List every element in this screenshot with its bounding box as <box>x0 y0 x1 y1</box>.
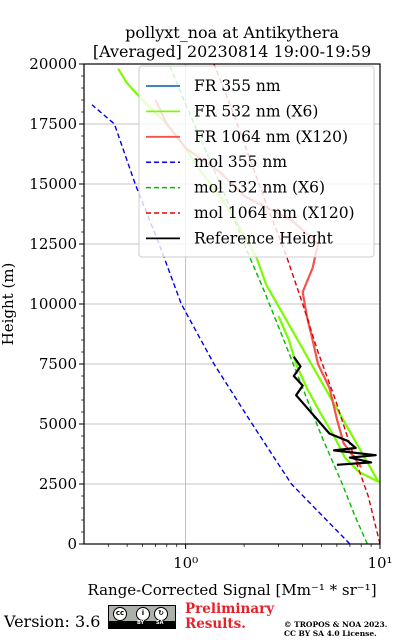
copyright-line2: CC BY SA 4.0 License. <box>284 629 377 638</box>
y-tick-label: 12500 <box>29 235 77 253</box>
x-tick-label: 10¹ <box>367 554 392 572</box>
y-tick-label: 2500 <box>39 475 77 493</box>
version-label: Version: 3.6 <box>4 612 101 631</box>
legend-entry: mol 532 nm (X6) <box>194 179 325 197</box>
y-tick-label: 7500 <box>39 355 77 373</box>
y-tick-label: 17500 <box>29 115 77 133</box>
copyright-line1: © TROPOS & NOA 2023. <box>284 620 388 629</box>
y-tick-label: 10000 <box>29 295 77 313</box>
copyright-notice: © TROPOS & NOA 2023. CC BY SA 4.0 Licens… <box>284 620 387 638</box>
y-tick-label: 5000 <box>39 415 77 433</box>
y-tick-label: 15000 <box>29 175 77 193</box>
legend-entry: Reference Height <box>194 229 334 247</box>
legend-entry: FR 1064 nm (X120) <box>194 128 348 146</box>
legend-box <box>138 65 375 258</box>
legend-entry: FR 355 nm <box>194 77 281 95</box>
legend: FR 355 nm FR 532 nm (X6) FR 1064 nm (X120)… <box>138 65 375 258</box>
preliminary-notice: Preliminary Results. <box>185 602 274 632</box>
chart-title-line2: [Averaged] 20230814 19:00-19:59 <box>93 42 371 61</box>
axes: 0 2500 5000 7500 10000 12500 15000 17500 20000 10… <box>29 55 392 572</box>
footer: Version: 3.6 cc i ↻ BY SA Preliminary Re… <box>0 600 400 640</box>
preliminary-line2: Results. <box>185 616 246 632</box>
preliminary-line1: Preliminary <box>185 601 275 617</box>
y-tick-label: 0 <box>67 535 77 553</box>
series-line <box>292 356 377 466</box>
legend-entry: FR 532 nm (X6) <box>194 102 318 120</box>
y-tick-label: 20000 <box>29 55 77 73</box>
cc-by-sa-icon: cc i ↻ BY SA <box>108 605 176 629</box>
legend-entry: mol 355 nm <box>194 153 287 171</box>
x-tick-label: 10⁰ <box>173 554 198 572</box>
series-line <box>91 104 351 544</box>
y-axis-label: Height (m) <box>0 263 17 346</box>
lidar-profile-chart: pollyxt_noa at Antikythera [Averaged] 20… <box>0 23 393 599</box>
legend-entry: mol 1064 nm (X120) <box>194 204 355 222</box>
chart-title-line1: pollyxt_noa at Antikythera <box>125 23 339 42</box>
x-axis-label: Range-Corrected Signal [Mm⁻¹ * sr⁻¹] <box>87 581 376 599</box>
